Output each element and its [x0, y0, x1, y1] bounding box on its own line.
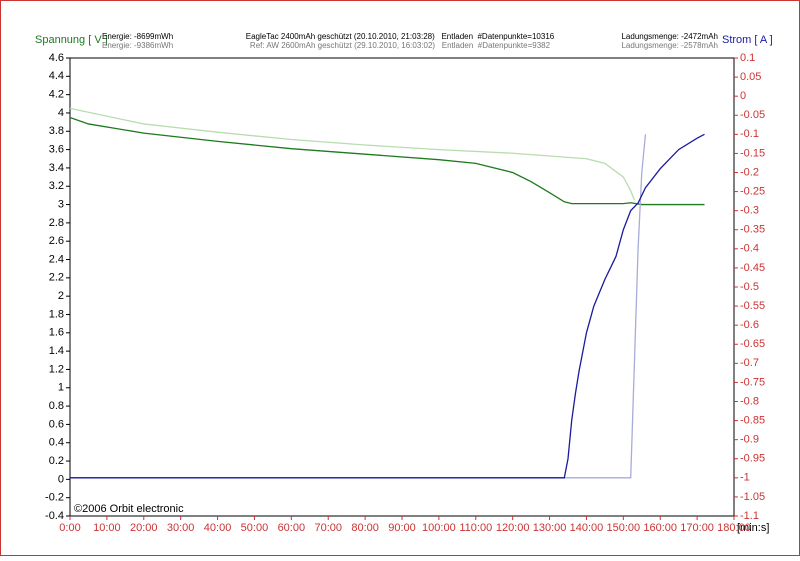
y-tick-label: 3.4 — [49, 162, 64, 174]
y2-tick-label: -0.45 — [740, 262, 765, 274]
y2-tick-label: -1.1 — [740, 510, 759, 522]
x-tick-label: 10:00 — [93, 522, 121, 534]
y2-tick-label: -0.35 — [740, 224, 765, 236]
y-tick-label: 1.6 — [49, 327, 64, 339]
x-tick-label: 160:00 — [643, 522, 677, 534]
y-tick-label: 4.4 — [49, 70, 64, 82]
x-tick-label: 90:00 — [388, 522, 416, 534]
title: EagleTac 2400mAh geschützt (20.10.2010, … — [246, 32, 555, 41]
subtitle: Ref: AW 2600mAh geschützt (29.10.2010, 1… — [250, 41, 551, 50]
x-tick-label: 110:00 — [459, 522, 492, 534]
y2-tick-label: 0.05 — [740, 71, 761, 83]
x-tick-label: 70:00 — [314, 522, 342, 534]
x-tick-label: 40:00 — [204, 522, 232, 534]
y-tick-label: 4.6 — [49, 52, 64, 64]
y-tick-label: 0.6 — [49, 418, 64, 430]
y2-tick-label: -0.2 — [740, 166, 759, 178]
y-axis-label: Spannung [ V ] — [35, 34, 108, 46]
y2-tick-label: -0.65 — [740, 338, 765, 350]
copyright: ©2006 Orbit electronic — [74, 503, 184, 515]
energy: Energie: -9386mWh — [102, 41, 173, 50]
energy: Energie: -8699mWh — [102, 32, 173, 41]
y2-tick-label: -0.7 — [740, 357, 759, 369]
y-tick-label: 0.4 — [49, 437, 64, 449]
y2-tick-label: -1 — [740, 472, 750, 484]
y-tick-label: 2 — [58, 290, 64, 302]
series-line — [69, 116, 705, 206]
y2-tick-label: -0.3 — [740, 205, 759, 217]
y-tick-label: 1.8 — [49, 308, 64, 320]
y2-tick-label: -0.5 — [740, 281, 759, 293]
y2-tick-label: -0.6 — [740, 319, 759, 331]
x-tick-label: 180:00 — [717, 522, 751, 534]
x-tick-label: 140:00 — [570, 522, 604, 534]
series-line — [69, 107, 636, 201]
y-tick-label: 3.8 — [49, 125, 64, 137]
y2-tick-label: -0.4 — [740, 243, 759, 255]
series-line — [70, 133, 705, 479]
x-tick-label: 20:00 — [130, 522, 158, 534]
y2-tick-label: 0.1 — [740, 52, 755, 64]
y2-tick-label: -0.55 — [740, 300, 765, 312]
x-tick-label: 170:00 — [680, 522, 714, 534]
x-tick-label: 100:00 — [422, 522, 456, 534]
charge: Ladungsmenge: -2472mAh — [621, 32, 718, 41]
y2-tick-label: -1.05 — [740, 491, 765, 503]
y2-tick-label: -0.95 — [740, 453, 765, 465]
y2-tick-label: -0.8 — [740, 395, 759, 407]
charge: Ladungsmenge: -2578mAh — [621, 41, 718, 50]
x-tick-label: 60:00 — [278, 522, 306, 534]
y-tick-label: 4.2 — [49, 89, 64, 101]
y-tick-label: 3 — [58, 198, 64, 210]
x-tick-label: 0:00 — [59, 522, 80, 534]
y-tick-label: 0.8 — [49, 400, 64, 412]
y2-tick-label: -0.75 — [740, 376, 765, 388]
y-tick-label: 3.6 — [49, 144, 64, 156]
y-tick-label: 2.6 — [49, 235, 64, 247]
y2-tick-label: -0.25 — [740, 185, 765, 197]
y-tick-label: 1.2 — [49, 363, 64, 375]
y-tick-label: -0.2 — [45, 492, 64, 504]
y2-tick-label: -0.9 — [740, 434, 759, 446]
y-tick-label: 0 — [58, 473, 64, 485]
x-tick-label: 50:00 — [241, 522, 269, 534]
y2-tick-label: 0 — [740, 90, 746, 102]
y2-axis-label: Strom [ A ] — [722, 34, 773, 46]
y-tick-label: 1.4 — [49, 345, 64, 357]
y-tick-label: 0.2 — [49, 455, 64, 467]
y-tick-label: 2.8 — [49, 217, 64, 229]
y-tick-label: -0.4 — [45, 510, 64, 522]
y2-tick-label: -0.05 — [740, 109, 765, 121]
x-tick-label: 30:00 — [167, 522, 195, 534]
x-tick-label: 130:00 — [533, 522, 567, 534]
x-tick-label: 120:00 — [496, 522, 530, 534]
x-tick-label: 80:00 — [351, 522, 379, 534]
y-tick-label: 1 — [58, 382, 64, 394]
y-tick-label: 2.4 — [49, 253, 64, 265]
y-tick-label: 4 — [58, 107, 64, 119]
x-tick-label: 150:00 — [607, 522, 641, 534]
y2-tick-label: -0.85 — [740, 414, 765, 426]
y-tick-label: 2.2 — [49, 272, 64, 284]
y2-tick-label: -0.15 — [740, 147, 765, 159]
x-axis-label: [min:s] — [737, 522, 769, 534]
y-tick-label: 3.2 — [49, 180, 64, 192]
y2-tick-label: -0.1 — [740, 128, 759, 140]
